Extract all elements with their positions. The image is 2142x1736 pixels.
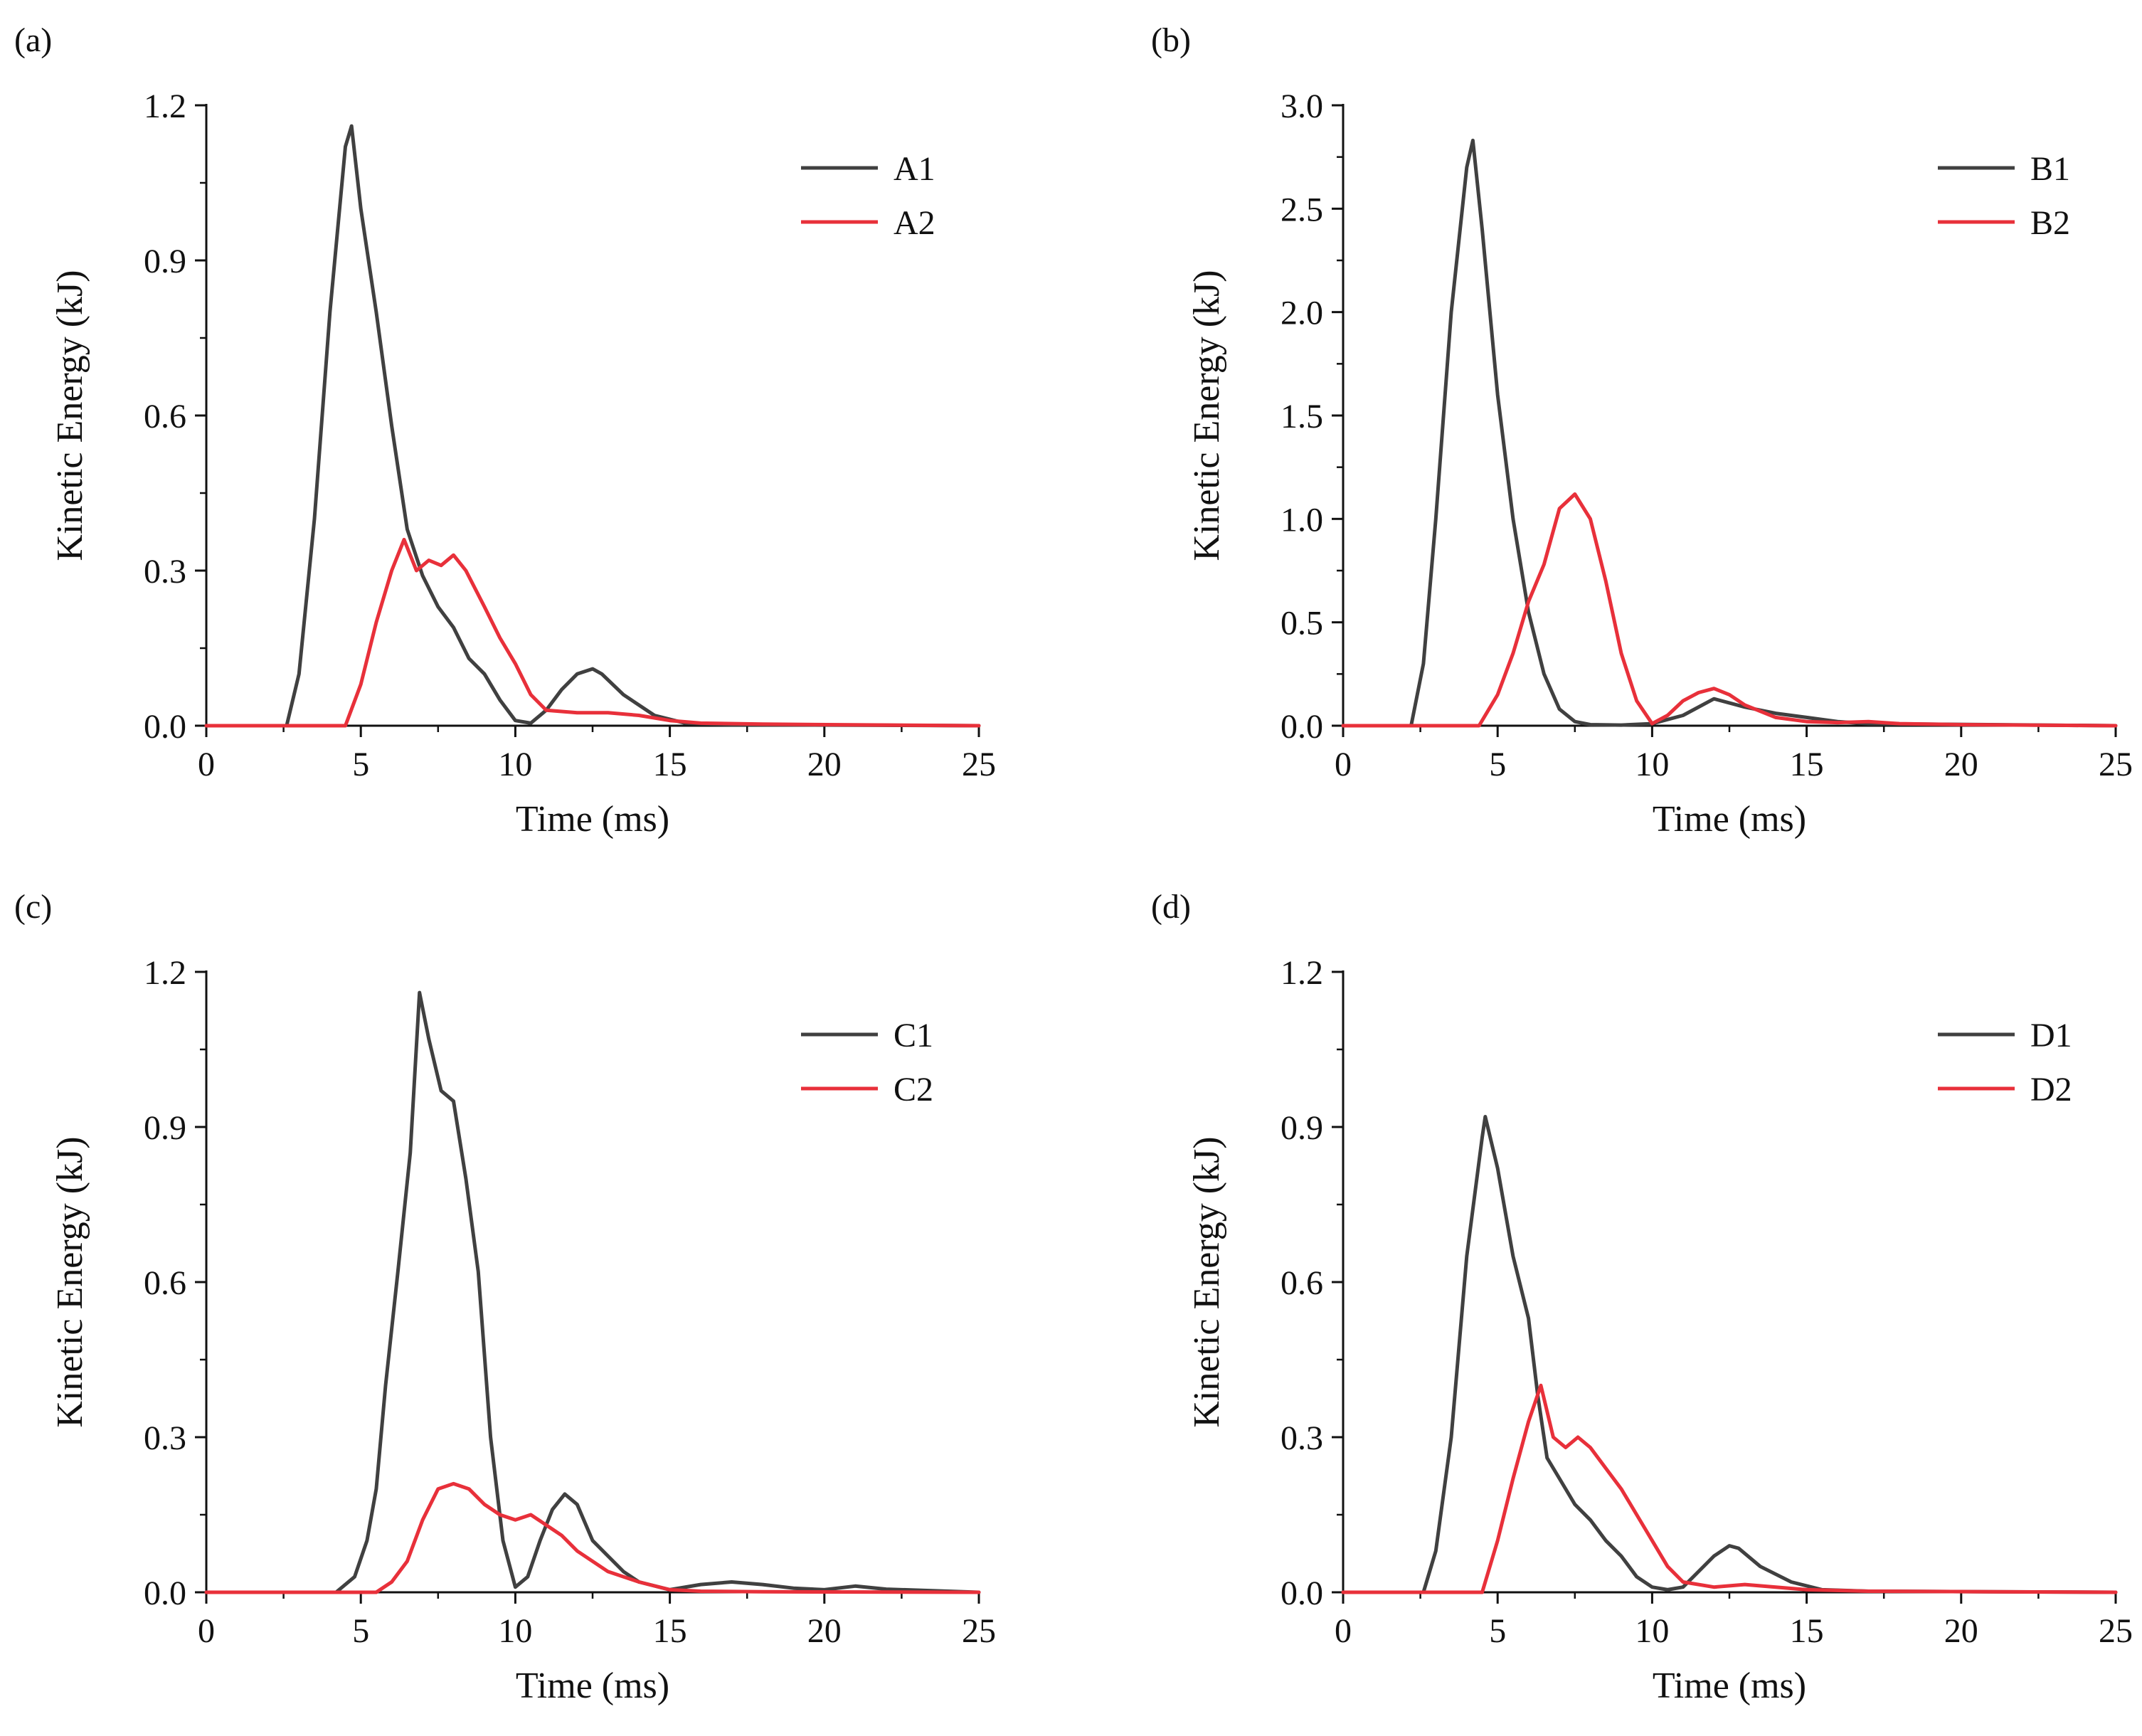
y-tick-label: 0.6: [1281, 1264, 1323, 1302]
x-tick-label: 10: [498, 1612, 532, 1650]
legend-label-c1: C1: [894, 1017, 933, 1054]
x-tick-label: 0: [1335, 1612, 1352, 1650]
panel-label: (a): [14, 21, 52, 59]
legend-label-d2: D2: [2030, 1071, 2072, 1108]
series-line-a1: [204, 124, 981, 728]
y-tick-label: 2.5: [1281, 191, 1323, 228]
x-tick-label: 15: [653, 746, 687, 783]
x-tick-label: 25: [962, 1612, 996, 1650]
series-line-c2: [204, 1481, 981, 1594]
chart-panel-b: (b) 0 5 10 15 20 25 0.0 0.5 1.0 1.5 2.0 2.5 3.0 Time (…: [1151, 21, 2133, 840]
x-axis-title: Time (ms): [1653, 1666, 1806, 1706]
x-tick-label: 10: [1635, 746, 1669, 783]
x-tick-label: 25: [2099, 746, 2133, 783]
x-tick-label: 20: [807, 1612, 842, 1650]
y-tick-label: 1.2: [144, 88, 186, 125]
legend-label-b2: B2: [2030, 204, 2070, 242]
panel-label: (d): [1151, 888, 1191, 926]
x-tick-label: 10: [1635, 1612, 1669, 1650]
y-tick-label: 0.3: [144, 553, 186, 591]
chart-panel-c: (c) 0 5 10 15 20 25 0.0 0.3 0.6 0.9 1.2 Time (ms) Kin…: [14, 888, 996, 1706]
legend-label-a1: A1: [894, 150, 935, 188]
chart-panel-d: (d) 0 5 10 15 20 25 0.0 0.3 0.6 0.9 1.2 Time (ms) Kin…: [1151, 888, 2133, 1706]
y-tick-label: 0.9: [144, 1109, 186, 1147]
legend-label-b1: B1: [2030, 150, 2070, 188]
series-line-b2: [1341, 492, 2118, 728]
x-tick-label: 0: [198, 1612, 215, 1650]
x-tick-label: 25: [962, 746, 996, 783]
x-tick-label: 15: [1790, 1612, 1824, 1650]
x-tick-label: 5: [352, 746, 369, 783]
panel-label: (b): [1151, 21, 1191, 59]
x-axis-title: Time (ms): [516, 1666, 669, 1706]
y-tick-label: 0.5: [1281, 605, 1323, 642]
y-tick-label: 0.9: [1281, 1109, 1323, 1147]
series-line-b1: [1341, 138, 2118, 728]
x-tick-label: 0: [1335, 746, 1352, 783]
x-tick-label: 15: [1790, 746, 1824, 783]
y-tick-label: 0.0: [1281, 708, 1323, 746]
x-tick-label: 5: [352, 1612, 369, 1650]
y-tick-label: 1.2: [1281, 954, 1323, 992]
y-tick-label: 2.0: [1281, 295, 1323, 332]
y-tick-label: 0.0: [144, 708, 186, 746]
y-tick-label: 1.0: [1281, 501, 1323, 539]
x-axis-title: Time (ms): [1653, 799, 1806, 840]
y-tick-label: 1.5: [1281, 398, 1323, 435]
x-tick-label: 25: [2099, 1612, 2133, 1650]
x-tick-label: 5: [1489, 1612, 1506, 1650]
y-axis-title: Kinetic Energy (kJ): [50, 1136, 90, 1427]
y-tick-label: 1.2: [144, 954, 186, 992]
y-axis-title: Kinetic Energy (kJ): [1187, 270, 1227, 561]
series-line-d2: [1341, 1383, 2118, 1594]
y-tick-label: 0.0: [1281, 1574, 1323, 1612]
y-tick-label: 0.3: [144, 1419, 186, 1457]
x-tick-label: 20: [1944, 1612, 1978, 1650]
y-tick-label: 3.0: [1281, 88, 1323, 125]
legend-label-a2: A2: [894, 204, 935, 242]
x-tick-label: 5: [1489, 746, 1506, 783]
x-tick-label: 10: [498, 746, 532, 783]
series-line-a2: [204, 537, 981, 728]
y-tick-label: 0.9: [144, 243, 186, 280]
panel-label: (c): [14, 888, 52, 926]
x-tick-label: 15: [653, 1612, 687, 1650]
x-axis-title: Time (ms): [516, 799, 669, 840]
x-tick-label: 0: [198, 746, 215, 783]
series-line-d1: [1341, 1115, 2118, 1594]
y-tick-label: 0.3: [1281, 1419, 1323, 1457]
chart-panel-a: (a) 0 5 10 15 20 25 0.0 0.3 0.6 0.9 1.2 Time (ms) Kin…: [14, 21, 996, 840]
legend-label-d1: D1: [2030, 1017, 2072, 1054]
y-axis-title: Kinetic Energy (kJ): [1187, 1136, 1227, 1427]
y-tick-label: 0.0: [144, 1574, 186, 1612]
y-tick-label: 0.6: [144, 398, 186, 435]
y-axis-title: Kinetic Energy (kJ): [50, 270, 90, 561]
x-tick-label: 20: [807, 746, 842, 783]
x-tick-label: 20: [1944, 746, 1978, 783]
legend-label-c2: C2: [894, 1071, 933, 1108]
series-line-c1: [204, 990, 981, 1594]
y-tick-label: 0.6: [144, 1264, 186, 1302]
